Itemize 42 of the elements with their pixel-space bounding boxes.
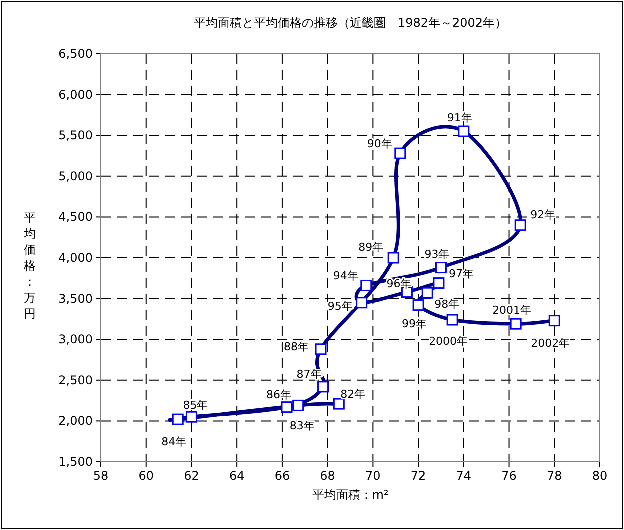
annotation: 2002年 bbox=[531, 336, 570, 350]
x-tick-label: 64 bbox=[229, 469, 245, 483]
annotation: 88年 bbox=[284, 340, 310, 354]
x-tick-label: 60 bbox=[138, 469, 154, 483]
x-tick-label: 74 bbox=[456, 469, 472, 483]
x-tick-label: 70 bbox=[366, 469, 381, 483]
x-tick-label: 62 bbox=[184, 469, 200, 483]
y-tick-label: 6,000 bbox=[58, 88, 93, 102]
annotation: 93年 bbox=[424, 248, 450, 261]
chart-title: 平均面積と平均価格の推移（近畿圏 1982年～2002年） bbox=[194, 16, 508, 30]
x-tick-label: 58 bbox=[93, 469, 109, 483]
x-tick-label: 80 bbox=[592, 469, 608, 483]
annotation: 89年 bbox=[358, 241, 384, 254]
y-tick-label: 4,500 bbox=[58, 210, 93, 224]
x-axis-title: 平均面積：m² bbox=[312, 488, 389, 502]
y-tick-label: 2,500 bbox=[58, 373, 93, 388]
annotation: 94年 bbox=[333, 270, 358, 283]
y-tick-label: 2,000 bbox=[58, 414, 93, 428]
y-tick-label: 3,000 bbox=[58, 332, 93, 347]
annotation: 91年 bbox=[447, 112, 472, 125]
y-tick-label: 5,000 bbox=[58, 169, 93, 184]
y-tick-label: 1,500 bbox=[58, 455, 93, 469]
annotation: 90年 bbox=[367, 138, 392, 151]
annotation: 2001年 bbox=[492, 304, 532, 318]
annotation: 95年 bbox=[328, 300, 353, 313]
annotation: 82年 bbox=[340, 388, 366, 402]
y-axis-title: 平均価格：万円 bbox=[23, 211, 36, 321]
annotation: 83年 bbox=[290, 420, 315, 433]
x-tick-label: 78 bbox=[546, 469, 562, 483]
annotation: 99年 bbox=[402, 317, 428, 330]
x-tick-label: 66 bbox=[274, 469, 290, 483]
x-tick-label: 76 bbox=[502, 469, 517, 483]
y-tick-label: 6,500 bbox=[58, 47, 93, 61]
y-tick-label: 5,500 bbox=[58, 128, 93, 143]
annotation: 84年 bbox=[162, 436, 187, 449]
annotation: 85年 bbox=[183, 399, 208, 412]
x-tick-label: 72 bbox=[410, 469, 426, 483]
y-tick-label: 3,500 bbox=[58, 292, 93, 306]
annotation: 98年 bbox=[434, 298, 460, 312]
annotation: 97年 bbox=[448, 267, 474, 280]
x-tick-label: 68 bbox=[320, 469, 336, 483]
y-tick-label: 4,000 bbox=[58, 251, 93, 265]
